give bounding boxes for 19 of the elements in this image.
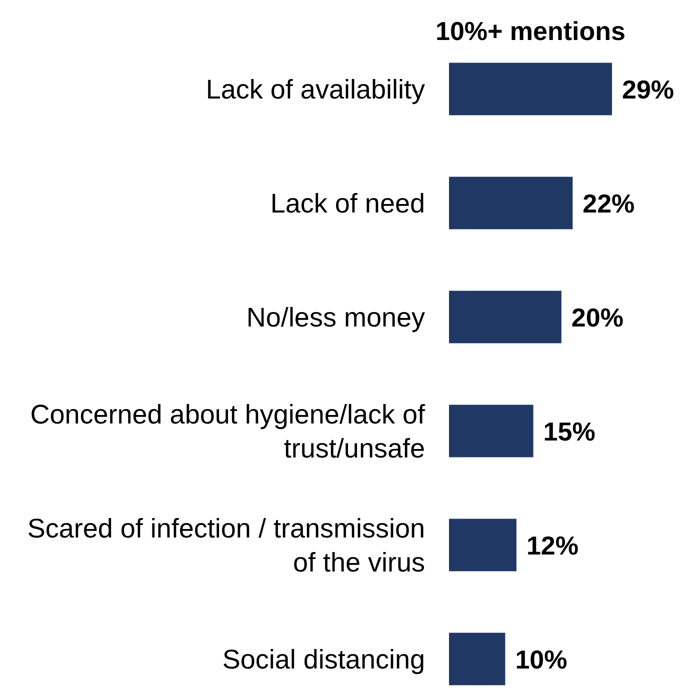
bar (449, 62, 612, 116)
y-tick-label: Concerned about hygiene/lack of trust/unsafe (30, 399, 426, 464)
y-tick-label: No/less money (246, 302, 426, 332)
y-tick-label: Scared of infection / transmission of the virus (27, 513, 425, 578)
data-label: 15% (543, 416, 596, 446)
data-label: 12% (526, 530, 578, 560)
bar (449, 176, 573, 230)
bar (449, 404, 534, 458)
data-label: 10% (515, 644, 568, 674)
chart-title: 10%+ mentions (435, 16, 626, 46)
bar (449, 518, 516, 572)
y-tick-label: Lack of availability (206, 74, 426, 104)
data-label: 29% (622, 74, 674, 104)
bar (449, 290, 562, 344)
bar (449, 632, 506, 686)
data-label: 20% (571, 302, 624, 332)
y-tick-label: Lack of need (270, 188, 425, 218)
data-label: 22% (582, 188, 635, 218)
y-tick-label: Social distancing (222, 644, 425, 674)
